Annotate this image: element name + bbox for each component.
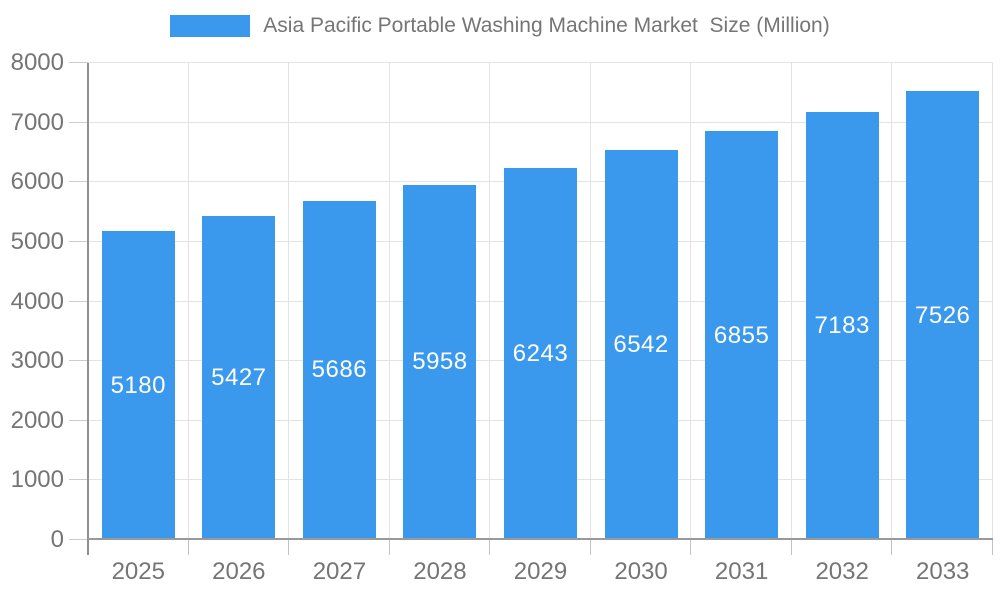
y-axis-line [87, 63, 89, 555]
y-axis-label: 2000 [10, 406, 64, 434]
bar[interactable]: 5427 [202, 216, 276, 540]
gridline-vertical [891, 63, 893, 540]
x-axis-tick [992, 540, 993, 555]
gridline-horizontal [88, 121, 993, 123]
gridline-vertical [790, 63, 792, 540]
y-axis-label: 1000 [10, 466, 64, 494]
gridline-vertical [388, 63, 390, 540]
x-axis-tick [589, 540, 591, 555]
x-axis-label: 2029 [513, 558, 568, 585]
y-axis-label: 7000 [10, 108, 64, 136]
bar-value-label: 7183 [814, 311, 870, 339]
x-axis-tick [489, 540, 491, 555]
x-axis-line [88, 538, 993, 540]
bar[interactable]: 6855 [705, 131, 779, 540]
y-axis-tick [69, 62, 88, 63]
bar[interactable]: 5686 [302, 200, 376, 540]
bar[interactable]: 5958 [403, 184, 477, 540]
y-axis-tick [69, 360, 88, 362]
gridline-vertical [187, 63, 189, 540]
bar-value-label: 6243 [512, 339, 569, 367]
y-axis-label: 4000 [10, 287, 64, 315]
x-axis-label: 2026 [212, 558, 266, 585]
y-axis-tick [69, 121, 88, 123]
bar[interactable]: 7526 [906, 91, 980, 540]
bar-value-label: 5180 [110, 371, 166, 399]
gridline-vertical [992, 63, 993, 540]
plot-area: 5180 5427 5686 5958 6243 6542 6855 7183 7526 [69, 62, 993, 555]
y-axis-tick [69, 240, 88, 242]
bar[interactable]: 6542 [604, 149, 678, 540]
x-axis-label: 2028 [413, 558, 467, 585]
y-axis-label: 0 [50, 526, 64, 553]
x-axis-label: 2033 [916, 558, 970, 585]
y-axis-label: 5000 [10, 227, 64, 255]
gridline-vertical [489, 63, 491, 540]
legend[interactable]: Asia Pacific Portable Washing Machine Ma… [0, 14, 1000, 38]
gridline-vertical [690, 63, 692, 540]
gridline-vertical [589, 63, 591, 540]
x-axis-tick [891, 540, 893, 555]
y-axis-label: 8000 [10, 49, 64, 76]
x-axis-label: 2025 [111, 558, 165, 585]
bar[interactable]: 5180 [101, 231, 175, 540]
y-axis-tick [69, 479, 88, 481]
y-axis-tick [69, 300, 88, 302]
x-axis-tick [288, 540, 290, 555]
x-axis-tick [790, 540, 792, 555]
bar-value-label: 5427 [211, 364, 267, 392]
x-axis-tick [690, 540, 692, 555]
bar[interactable]: 7183 [805, 111, 879, 540]
x-axis-label: 2031 [714, 558, 769, 585]
bar-value-label: 5686 [311, 356, 368, 384]
x-axis-tick [388, 540, 390, 555]
x-axis-label: 2032 [815, 558, 869, 585]
legend-label: Asia Pacific Portable Washing Machine Ma… [263, 14, 830, 37]
y-axis-tick [69, 419, 88, 421]
bar-value-label: 7526 [915, 301, 971, 329]
x-axis-label: 2027 [312, 558, 367, 585]
bar[interactable]: 6243 [504, 167, 577, 540]
bar-value-label: 6542 [613, 330, 669, 358]
x-axis-tick [187, 540, 189, 555]
y-axis-tick [69, 539, 88, 540]
bar-value-label: 6855 [713, 321, 770, 349]
x-axis-label: 2030 [614, 558, 668, 585]
y-axis-label: 3000 [10, 347, 64, 375]
gridline-vertical [288, 63, 290, 540]
y-axis-label: 6000 [10, 168, 64, 196]
bar-value-label: 5958 [412, 348, 468, 376]
legend-swatch [170, 15, 251, 37]
y-axis-tick [69, 181, 88, 183]
gridline-horizontal [88, 62, 993, 63]
